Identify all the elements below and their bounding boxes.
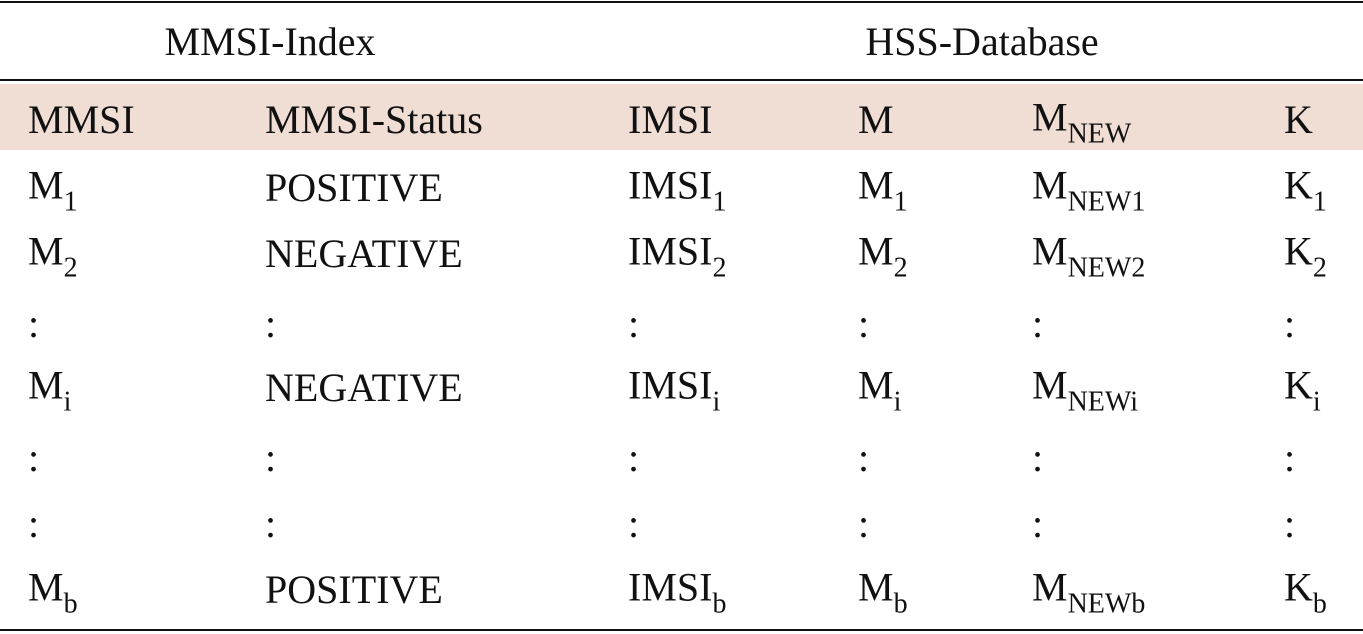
table-cell: IMSIb xyxy=(628,564,726,620)
cell-base: IMSI xyxy=(628,228,713,274)
table-cell: : xyxy=(628,501,640,546)
table-cell: POSITIVE xyxy=(265,567,443,612)
cell-subscript: 2 xyxy=(893,252,908,284)
table-cell: : xyxy=(858,501,870,546)
cell-subscript: i xyxy=(1312,386,1321,418)
cell-base: M xyxy=(28,228,64,274)
table-cell: Mi xyxy=(28,362,71,418)
table-cell: : xyxy=(28,501,40,546)
table-cell: IMSIi xyxy=(628,362,720,418)
table-cell: K2 xyxy=(1284,228,1327,284)
cell-base: IMSI xyxy=(628,162,713,208)
table-cell: K1 xyxy=(1284,162,1327,218)
table-cell: : xyxy=(265,435,277,480)
cell-subscript: 1 xyxy=(893,186,908,218)
cell-subscript: 2 xyxy=(63,252,78,284)
cell-subscript: 1 xyxy=(712,186,727,218)
cell-base: K xyxy=(1284,362,1313,408)
cell-subscript: NEW2 xyxy=(1067,252,1146,284)
table-cell: M1 xyxy=(858,162,908,218)
header-cell: IMSI xyxy=(628,97,713,142)
table-cell: IMSI1 xyxy=(628,162,726,218)
table-cell: : xyxy=(1032,435,1044,480)
table-cell: : xyxy=(858,301,870,346)
table-cell: POSITIVE xyxy=(265,165,443,210)
cell-base: M xyxy=(28,162,64,208)
table-cell: : xyxy=(1284,501,1296,546)
cell-subscript: b xyxy=(712,588,727,620)
header-cell: MMSI-Status xyxy=(265,97,483,142)
table-cell: Mb xyxy=(28,564,78,620)
cell-base: IMSI xyxy=(628,564,713,610)
cell-subscript: NEWb xyxy=(1067,588,1146,620)
cell-base: K xyxy=(1284,228,1313,274)
bottom-rule xyxy=(0,629,1363,631)
table-cell: IMSI2 xyxy=(628,228,726,284)
cell-base: M xyxy=(858,162,894,208)
table-cell: M2 xyxy=(858,228,908,284)
cell-subscript: i xyxy=(712,386,721,418)
cell-subscript: i xyxy=(63,386,72,418)
table-cell: Ki xyxy=(1284,362,1321,418)
table-cell: : xyxy=(28,301,40,346)
cell-base: M xyxy=(1032,162,1068,208)
group-rule xyxy=(0,79,1363,81)
table-cell: MNEWb xyxy=(1032,564,1145,620)
table-cell: : xyxy=(1284,301,1296,346)
cell-subscript: b xyxy=(893,588,908,620)
header-shade xyxy=(0,84,1363,150)
table-cell: : xyxy=(265,501,277,546)
cell-subscript: 1 xyxy=(63,186,78,218)
cell-subscript: NEW1 xyxy=(1067,186,1146,218)
table-cell: : xyxy=(1284,435,1296,480)
table-cell: : xyxy=(28,435,40,480)
cell-base: IMSI xyxy=(628,362,713,408)
cell-base: M xyxy=(1032,228,1068,274)
table-cell: Mb xyxy=(858,564,908,620)
cell-subscript: NEWi xyxy=(1067,386,1138,418)
table-cell: MNEW1 xyxy=(1032,162,1145,218)
table-cell: M2 xyxy=(28,228,78,284)
header-cell: MNEW xyxy=(1032,94,1131,150)
header-cell: K xyxy=(1284,97,1313,142)
table-cell: MNEW2 xyxy=(1032,228,1145,284)
top-rule xyxy=(0,1,1363,3)
header-cell: M xyxy=(858,97,894,142)
cell-base: M xyxy=(28,362,64,408)
table-cell: Mi xyxy=(858,362,901,418)
header-cell: MMSI xyxy=(28,97,135,142)
cell-base: M xyxy=(858,362,894,408)
table-cell: : xyxy=(1032,501,1044,546)
cell-base: M xyxy=(1032,564,1068,610)
cell-subscript: 1 xyxy=(1312,186,1327,218)
table-cell: MNEWi xyxy=(1032,362,1138,418)
group-header: MMSI-Index xyxy=(164,19,376,64)
table-cell: : xyxy=(1032,301,1044,346)
cell-base: K xyxy=(1284,162,1313,208)
cell-base: M xyxy=(1032,362,1068,408)
table-cell: : xyxy=(628,435,640,480)
table-cell: M1 xyxy=(28,162,78,218)
cell-base: K xyxy=(1284,564,1313,610)
cell-subscript: b xyxy=(63,588,78,620)
cell-subscript: 2 xyxy=(712,252,727,284)
table-cell: : xyxy=(628,301,640,346)
table-cell: Kb xyxy=(1284,564,1327,620)
table-cell: NEGATIVE xyxy=(265,231,463,276)
table-cell: NEGATIVE xyxy=(265,365,463,410)
table-cell: : xyxy=(265,301,277,346)
cell-subscript: 2 xyxy=(1312,252,1327,284)
table-cell: : xyxy=(858,435,870,480)
group-header: HSS-Database xyxy=(865,19,1099,64)
cell-base: M xyxy=(858,564,894,610)
cell-subscript: NEW xyxy=(1067,118,1132,150)
cell-base: M xyxy=(1032,94,1068,140)
cell-base: M xyxy=(858,228,894,274)
cell-subscript: b xyxy=(1312,588,1327,620)
cell-base: M xyxy=(28,564,64,610)
cell-subscript: i xyxy=(893,386,902,418)
